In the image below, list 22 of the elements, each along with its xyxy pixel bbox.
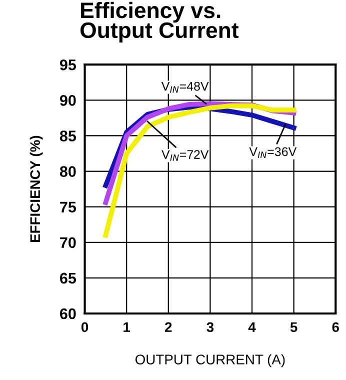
chart-title: Efficiency vs. Output Current (80, 2, 239, 43)
y-tick-label: 65 (60, 272, 76, 284)
x-tick-label: 1 (124, 322, 130, 332)
x-axis-title: OUTPUT CURRENT (A) (135, 354, 285, 368)
annotation: V$_{IN}$=72V (162, 150, 209, 161)
x-tick-label: 2 (165, 322, 172, 332)
x-tick-label: 0 (81, 322, 88, 332)
y-tick-label: 80 (60, 166, 76, 177)
y-tick-label: 60 (60, 308, 76, 320)
annotation: V$_{IN}$=48V (161, 82, 209, 93)
x-tick-label: 5 (290, 322, 298, 332)
y-axis-title: EFFICIENCY (%) (30, 136, 43, 242)
y-tick-label: 70 (60, 237, 76, 248)
x-tick-label: 3 (206, 322, 214, 332)
line-series (103, 103, 296, 238)
y-tick-label: 95 (60, 59, 76, 70)
y-tick-label: 75 (60, 202, 76, 213)
y-tick-label: 90 (60, 95, 76, 106)
x-tick-label: 6 (332, 322, 339, 332)
annotation: V$_{IN}$=36V (249, 147, 297, 158)
y-tick-label: 85 (60, 130, 76, 142)
x-tick-label: 4 (248, 322, 256, 332)
